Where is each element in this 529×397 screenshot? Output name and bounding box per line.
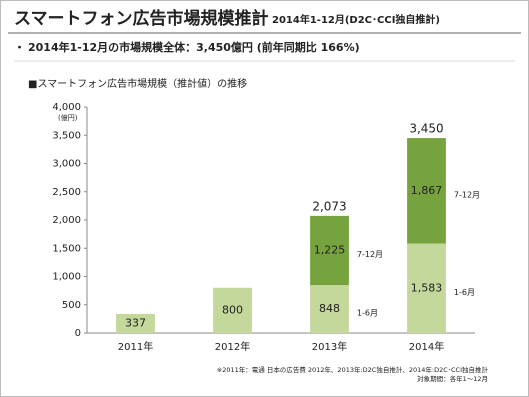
x-tick-label: 2014年 xyxy=(409,340,444,353)
y-tick-label: 2,500 xyxy=(52,187,81,198)
x-tick-label: 2012年 xyxy=(215,340,250,353)
y-tick-label: 0 xyxy=(75,328,81,339)
y-tick-label: 4,000 xyxy=(52,102,81,113)
segment-label: 7-12月 xyxy=(357,250,383,259)
value-label: 848 xyxy=(319,302,340,315)
bar-segment xyxy=(116,313,155,333)
value-label: 337 xyxy=(125,316,146,329)
bar-segment xyxy=(310,285,349,333)
bar-segment xyxy=(213,287,252,333)
value-label: 800 xyxy=(222,303,243,316)
x-tick-label: 2013年 xyxy=(312,340,347,353)
footnote: 対象期間：各年1～12月 xyxy=(417,374,488,383)
segment-label: 1-6月 xyxy=(357,309,378,318)
total-label: 2,073 xyxy=(312,199,346,213)
bar-segment xyxy=(407,243,446,333)
bar-segment xyxy=(310,215,349,286)
y-tick-label: 2,000 xyxy=(52,215,81,226)
y-tick-label: 3,000 xyxy=(52,159,81,170)
segment-label: 7-12月 xyxy=(454,190,480,199)
value-label: 1,225 xyxy=(314,243,346,256)
value-label: 1,583 xyxy=(411,281,443,294)
y-tick-label: 1,500 xyxy=(52,243,81,254)
value-label: 1,867 xyxy=(411,184,443,197)
subtitle: 2014年1-12月(D2C･CCI独自推計) xyxy=(272,13,440,26)
segment-label: 1-6月 xyxy=(454,288,475,297)
y-unit: (億円) xyxy=(58,113,78,122)
x-tick-label: 2011年 xyxy=(118,340,153,353)
chart-title: ■スマートフォン広告市場規模（推計値）の推移 xyxy=(28,77,247,90)
title: スマートフォン広告市場規模推計 xyxy=(14,8,269,29)
y-tick-label: 3,500 xyxy=(52,130,81,141)
footnote: ※2011年：電通 日本の広告費 2012年、2013年:D2C独自推計、201… xyxy=(217,365,489,374)
y-tick-label: 1,000 xyxy=(52,272,81,283)
bar-segment xyxy=(407,138,446,244)
bullet-dot: ・ xyxy=(14,41,25,54)
total-label: 3,450 xyxy=(409,122,443,136)
y-tick-label: 500 xyxy=(62,300,81,311)
bullet: 2014年1-12月の市場規模全体：3,450億円 (前年同期比 166%) xyxy=(28,40,360,54)
